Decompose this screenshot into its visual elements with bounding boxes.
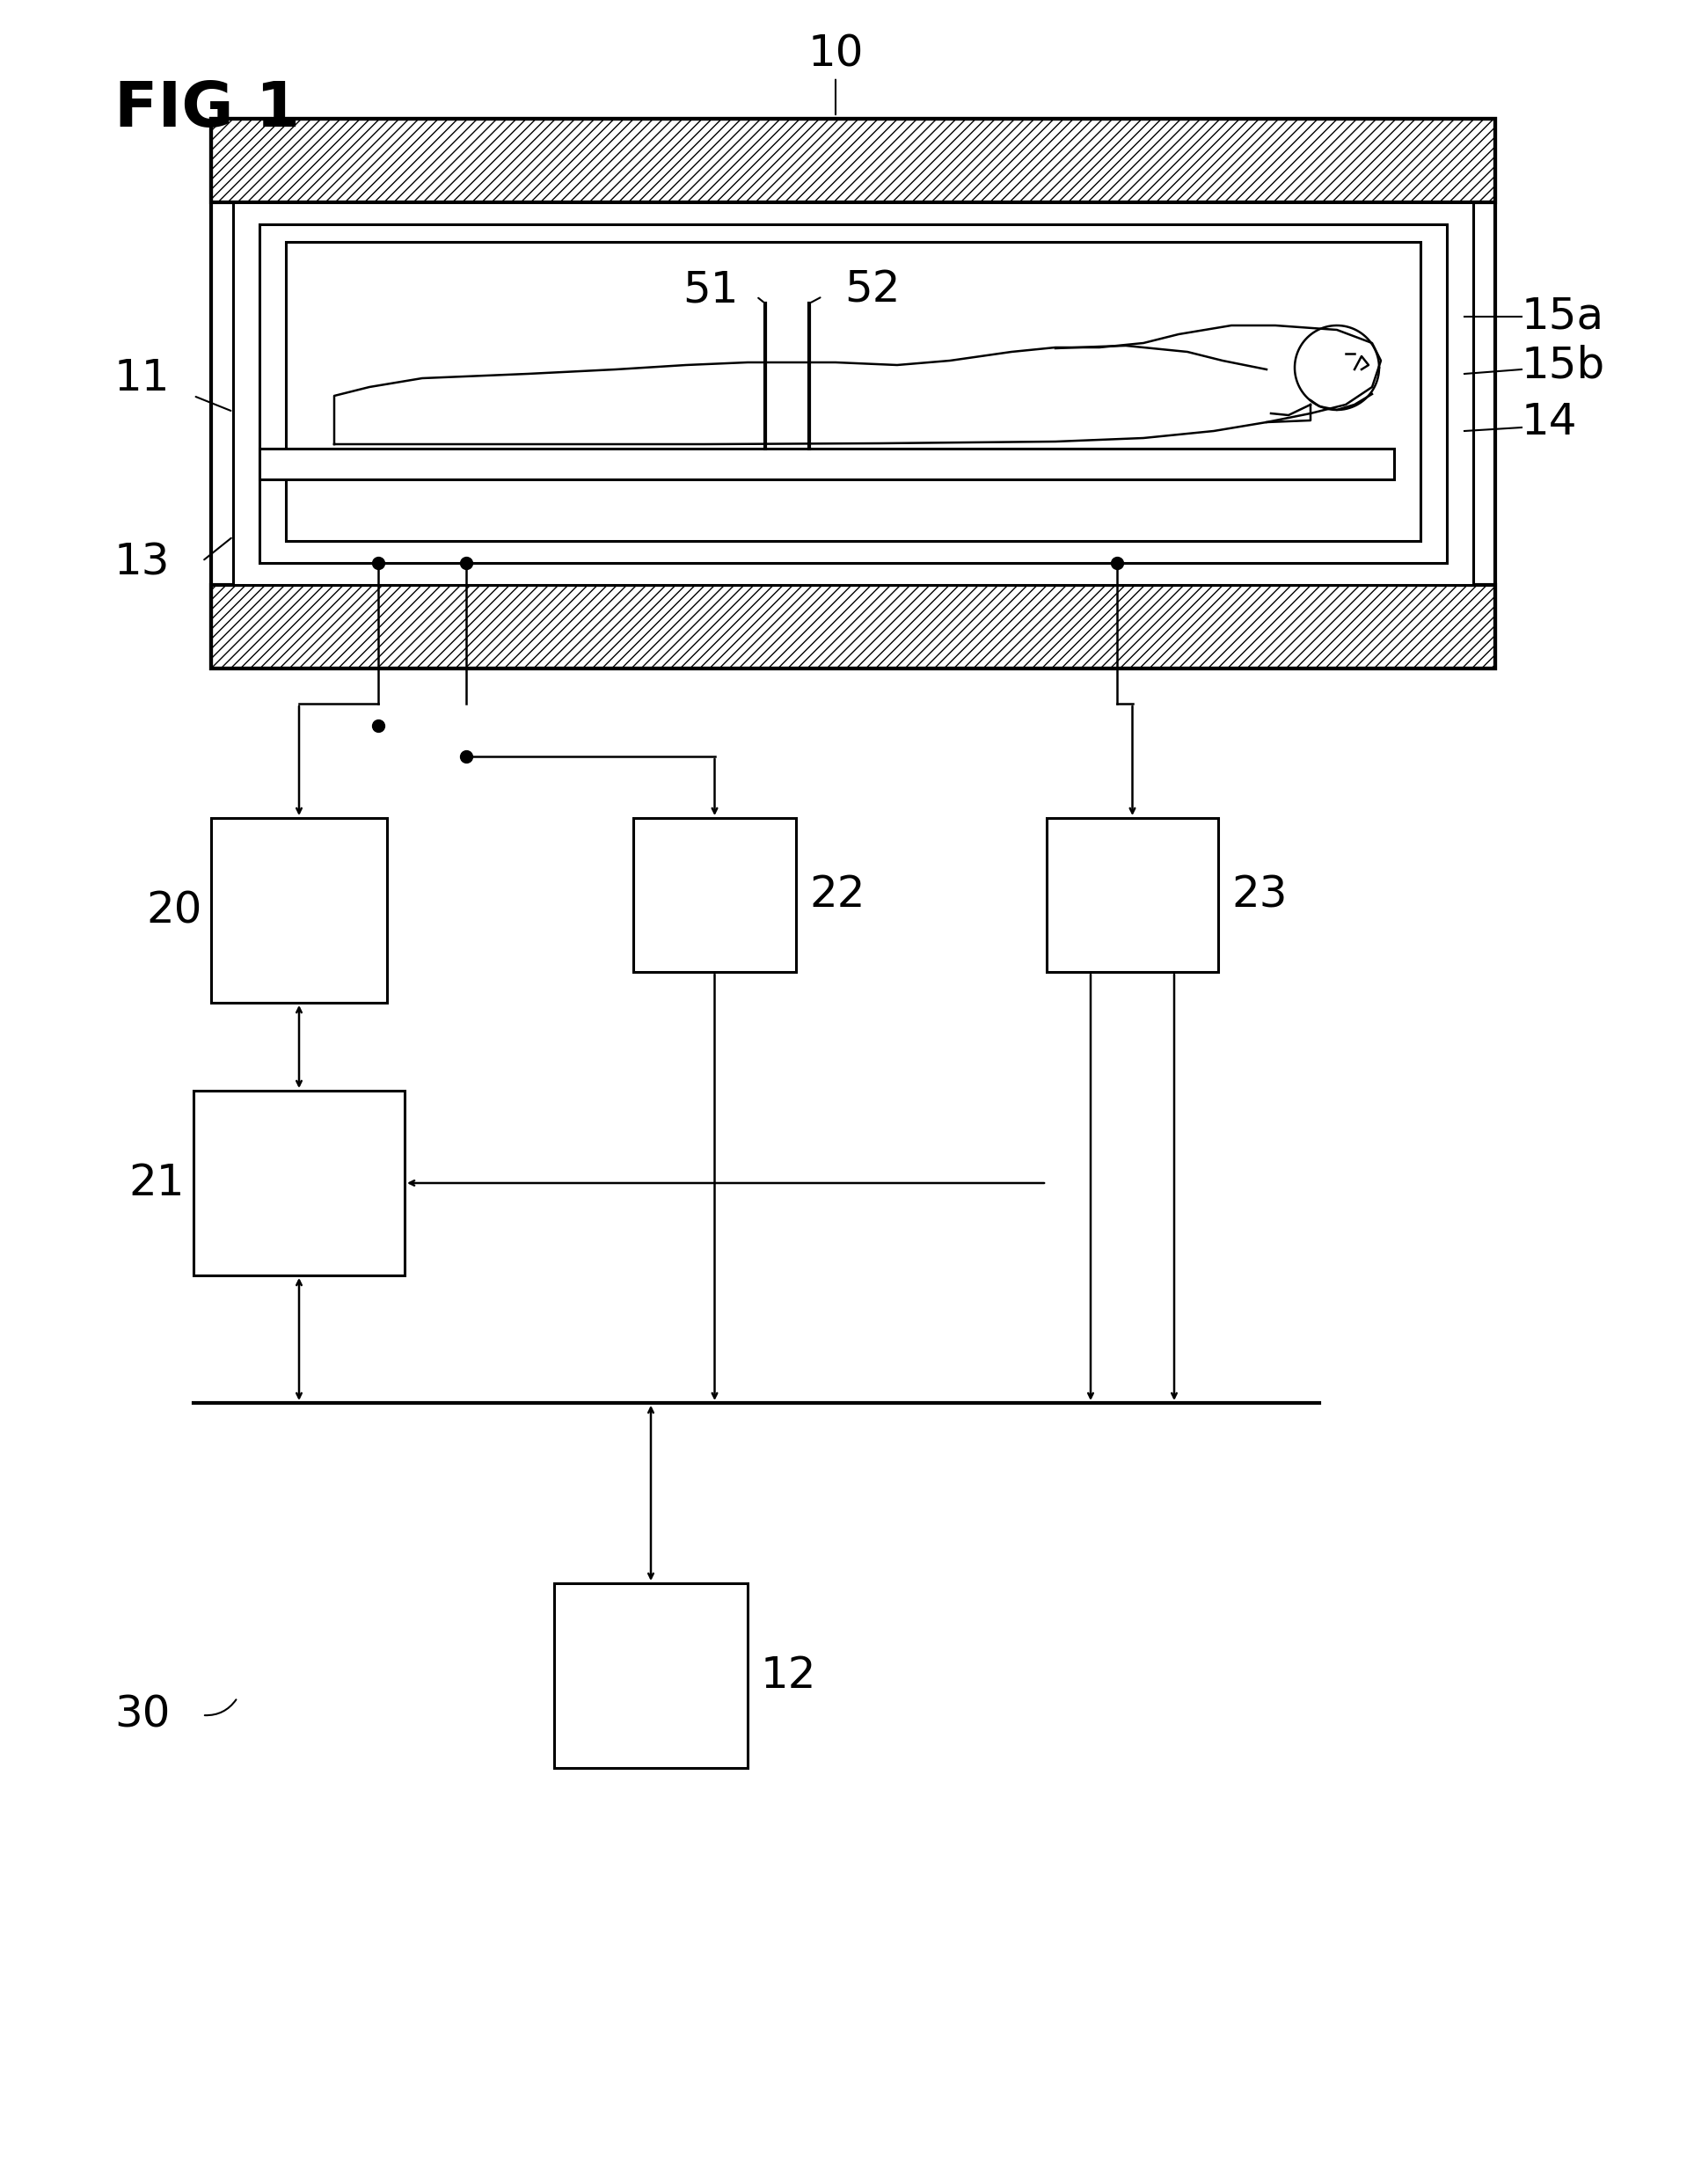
Bar	[259, 448, 1394, 478]
Text: 10: 10	[808, 33, 864, 114]
Bar	[212, 118, 1496, 203]
Bar	[212, 585, 1496, 668]
Text: 30: 30	[113, 1695, 169, 1736]
Bar	[1047, 819, 1218, 972]
Text: 15a: 15a	[1521, 295, 1604, 339]
Text: 51: 51	[683, 269, 739, 312]
Text: 12: 12	[761, 1655, 817, 1697]
Bar	[259, 225, 1447, 563]
Bar	[634, 819, 796, 972]
Bar	[212, 118, 1496, 668]
Text: 14: 14	[1521, 402, 1577, 443]
Text: 15b: 15b	[1521, 343, 1606, 387]
Text: 23: 23	[1232, 874, 1287, 915]
Text: 22: 22	[810, 874, 866, 915]
Text: 11: 11	[113, 358, 169, 400]
Text: 52: 52	[844, 269, 900, 312]
Bar	[193, 1090, 405, 1275]
Text: FIG 1: FIG 1	[113, 79, 300, 140]
Bar	[554, 1583, 747, 1769]
Bar	[234, 203, 1474, 585]
Text: 20: 20	[146, 889, 202, 933]
Bar	[286, 242, 1421, 542]
Bar	[212, 819, 386, 1002]
Text: 13: 13	[113, 542, 169, 583]
Bar	[212, 118, 1496, 203]
Text: 21: 21	[129, 1162, 185, 1203]
Bar	[212, 585, 1496, 668]
